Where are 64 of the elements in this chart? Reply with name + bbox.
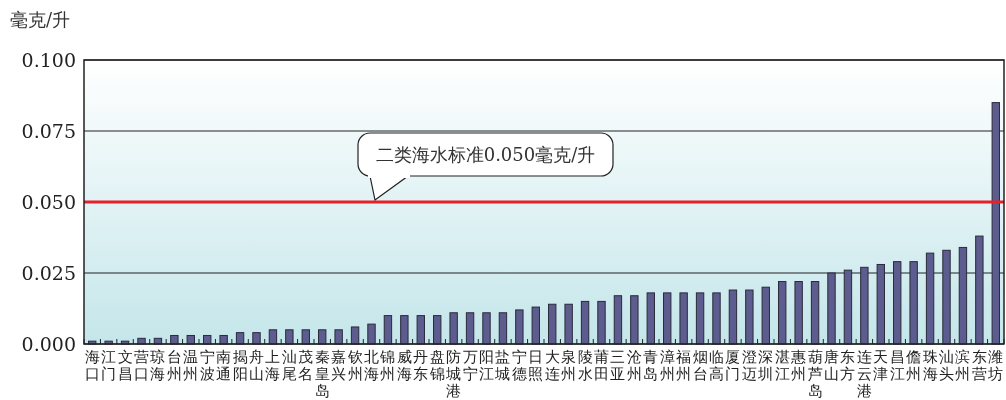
x-tick-label: 莆田 — [594, 348, 609, 383]
x-tick-label: 营口 — [134, 348, 149, 383]
x-tick-label: 秦皇岛 — [314, 348, 330, 400]
x-tick-label: 防城港 — [445, 348, 462, 400]
x-tick-label: 烟台 — [692, 348, 708, 383]
x-tick-label: 盘锦 — [428, 348, 445, 383]
x-tick-label: 文昌 — [117, 348, 133, 383]
callout: 二类海水标准0.050毫克/升 — [357, 132, 614, 202]
x-tick-label: 潍坊 — [987, 348, 1004, 383]
x-tick-label: 惠州 — [790, 348, 807, 383]
x-tick-label: 宁德 — [511, 348, 527, 383]
x-tick-label: 丹东 — [413, 348, 429, 383]
x-tick-label: 阳江 — [479, 348, 494, 383]
x-tick-label: 大连 — [544, 348, 560, 383]
x-tick-label: 温州 — [183, 348, 199, 383]
y-axis-title: 毫克/升 — [10, 9, 71, 30]
x-tick-label: 沧州 — [626, 348, 642, 383]
x-tick-label: 万宁 — [462, 348, 478, 383]
x-tick-label: 台州 — [166, 348, 182, 383]
x-tick-label: 福州 — [676, 348, 692, 383]
x-tick-label: 临高 — [709, 348, 724, 383]
x-tick-label: 日照 — [528, 348, 544, 383]
x-tick-label: 琼海 — [150, 348, 166, 383]
x-tick-label: 东营 — [971, 348, 987, 383]
y-tick-label: 0.050 — [21, 191, 76, 213]
x-tick-label: 昌江 — [889, 348, 905, 383]
x-tick-label: 儋州 — [906, 348, 922, 383]
x-tick-label: 泉州 — [561, 348, 577, 383]
x-tick-label: 南通 — [216, 348, 232, 383]
x-tick-label: 汕尾 — [281, 348, 297, 383]
y-tick-label: 0.100 — [21, 49, 76, 71]
y-tick-label: 0.025 — [21, 262, 76, 284]
x-tick-label: 汕头 — [939, 348, 954, 383]
x-tick-label: 葫芦岛 — [807, 348, 823, 400]
y-tick-label: 0.075 — [21, 120, 76, 142]
x-tick-label: 舟山 — [249, 348, 264, 383]
x-tick-label: 揭阳 — [232, 348, 248, 383]
ref-line-label: 二类海水标准0.050毫克/升 — [375, 144, 596, 165]
x-tick-label: 上海 — [265, 348, 281, 383]
x-tick-label: 珠海 — [922, 348, 938, 383]
x-tick-label: 陵水 — [577, 348, 593, 383]
y-tick-label: 0.000 — [21, 333, 76, 355]
x-tick-label: 威海 — [396, 348, 412, 383]
x-tick-label: 深圳 — [757, 348, 774, 383]
x-tick-label: 青岛 — [643, 348, 659, 383]
x-tick-label: 滨州 — [955, 348, 971, 383]
x-tick-label: 茂名 — [298, 348, 314, 383]
x-tick-label: 北海 — [364, 348, 379, 383]
x-tick-label: 厦门 — [725, 348, 741, 383]
x-tick-label: 三亚 — [610, 348, 626, 383]
x-tick-label: 钦州 — [346, 348, 363, 383]
x-tick-label: 嘉兴 — [331, 348, 347, 383]
x-tick-label: 天津 — [873, 348, 889, 383]
x-tick-label: 东方 — [840, 348, 856, 383]
x-tick-label: 江门 — [101, 348, 117, 383]
x-tick-label: 海口 — [84, 348, 100, 383]
x-tick-label: 宁波 — [199, 348, 215, 383]
x-tick-label: 锦州 — [379, 348, 396, 383]
x-tick-label: 漳州 — [659, 348, 675, 383]
x-tick-label: 连云港 — [856, 348, 872, 400]
x-tick-label: 盐城 — [494, 348, 511, 383]
x-tick-label: 澄迈 — [741, 348, 757, 383]
x-tick-label: 唐山 — [824, 348, 839, 383]
x-tick-label: 湛江 — [774, 348, 790, 383]
